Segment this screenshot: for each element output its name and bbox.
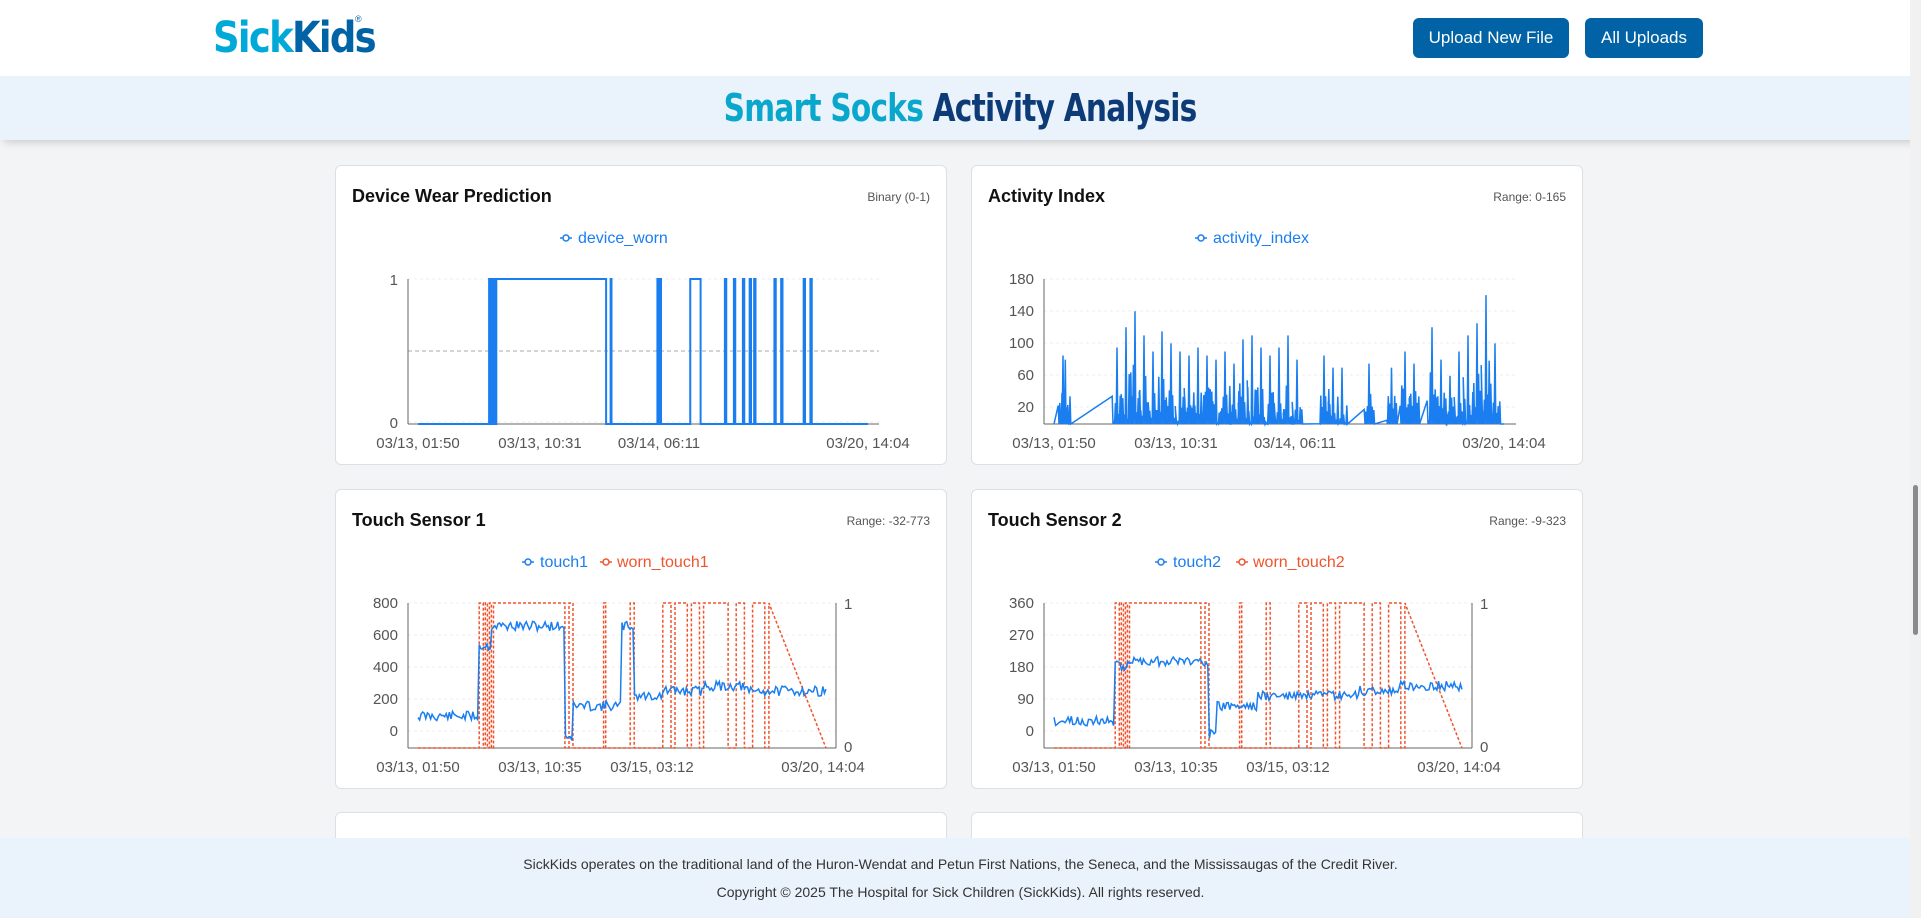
y-tick-label: 1 [390, 272, 398, 289]
card-title: Activity Index [988, 186, 1106, 206]
legend-label: device_worn [578, 230, 668, 247]
legend-label: worn_touch2 [1252, 554, 1345, 571]
legend-dot-icon [1157, 558, 1165, 566]
x-tick-label: 03/20, 14:04 [781, 759, 864, 776]
touch-sensor-2-card: Touch Sensor 2 Range: -9-323 touch2 worn… [971, 489, 1583, 789]
touch2-series-line [1053, 655, 1463, 739]
footer: SickKids operates on the traditional lan… [0, 838, 1921, 918]
all-uploads-button[interactable]: All Uploads [1585, 18, 1703, 58]
touch-sensor-1-chart: touch1 worn_touch1 0 200 400 600 800 0 1… [373, 554, 865, 776]
land-acknowledgement: SickKids operates on the traditional lan… [523, 856, 1398, 872]
x-tick-label: 03/13, 10:35 [498, 759, 581, 776]
legend-label: worn_touch1 [616, 554, 709, 571]
chart-legend[interactable]: activity_index [1195, 230, 1309, 247]
range-label: Range: 0-165 [1493, 190, 1566, 204]
legend-dot-icon [1197, 234, 1205, 242]
y2-tick-label: 0 [1480, 739, 1488, 756]
sickkids-logo[interactable]: SickKids ® [213, 12, 377, 64]
worn-touch1-series-line [418, 602, 827, 749]
y-tick-label: 600 [373, 627, 398, 644]
page-title-bar: Smart Socks Activity Analysis [0, 76, 1921, 140]
y-tick-label: 180 [1009, 271, 1034, 288]
top-navbar: SickKids ® Upload New File All Uploads [0, 0, 1921, 76]
scrollbar-thumb[interactable] [1913, 485, 1918, 635]
legend-label: touch2 [1173, 554, 1221, 571]
y2-tick-label: 0 [844, 739, 852, 756]
x-tick-label: 03/13, 01:50 [376, 759, 459, 776]
worn-touch2-series-line [1054, 602, 1463, 749]
y2-tick-label: 1 [844, 596, 852, 613]
card-title: Touch Sensor 1 [352, 510, 486, 530]
y-tick-label: 140 [1009, 303, 1034, 320]
gridlines [408, 278, 879, 423]
x-tick-label: 03/13, 10:35 [1134, 759, 1217, 776]
y-tick-label: 0 [1026, 723, 1034, 740]
page-title-highlight: Smart Socks [724, 86, 924, 130]
y2-tick-label: 1 [1480, 596, 1488, 613]
scrollbar-track[interactable] [1910, 0, 1921, 918]
page-title-main: Activity Analysis [933, 86, 1198, 130]
y-tick-label: 0 [390, 415, 398, 432]
x-tick-label: 03/14, 06:11 [618, 435, 700, 452]
x-tick-label: 03/13, 10:31 [498, 435, 581, 452]
device-worn-series-line [418, 278, 868, 425]
x-tick-label: 03/13, 01:50 [1012, 435, 1095, 452]
y-tick-label: 200 [373, 691, 398, 708]
range-label: Binary (0-1) [867, 190, 930, 204]
logo-part-kids: Kids [291, 13, 377, 63]
legend-label: touch1 [540, 554, 588, 571]
y-tick-label: 100 [1009, 335, 1034, 352]
legend-dot-icon [524, 558, 532, 566]
registered-mark: ® [355, 14, 362, 24]
touch-sensor-2-chart: touch2 worn_touch2 0 90 180 270 360 0 1 … [1009, 554, 1501, 776]
touch-sensor-1-card: Touch Sensor 1 Range: -32-773 touch1 wor… [335, 489, 947, 789]
x-tick-label: 03/20, 14:04 [826, 435, 909, 452]
x-tick-label: 03/13, 01:50 [1012, 759, 1095, 776]
y-tick-label: 20 [1017, 399, 1034, 416]
page-title: Smart Socks Activity Analysis [724, 76, 1198, 140]
x-tick-label: 03/20, 14:04 [1462, 435, 1545, 452]
activity-index-card: Activity Index Range: 0-165 activity_ind… [971, 165, 1583, 465]
chart-legend[interactable]: device_worn [560, 230, 668, 247]
touch1-series-line [417, 619, 827, 741]
gridlines [1044, 602, 1472, 732]
x-tick-label: 03/15, 03:12 [1246, 759, 1329, 776]
device-wear-chart: device_worn 0 1 03/13, 01:50 03/13, 10:3… [376, 230, 909, 452]
activity-index-chart: activity_index 20 60 100 140 180 03/13, … [1009, 230, 1546, 452]
y-tick-label: 60 [1017, 367, 1034, 384]
x-tick-label: 03/20, 14:04 [1417, 759, 1500, 776]
chart-legend[interactable]: touch2 worn_touch2 [1155, 554, 1345, 571]
y-tick-label: 270 [1009, 627, 1034, 644]
x-tick-label: 03/14, 06:11 [1254, 435, 1336, 452]
range-label: Range: -32-773 [846, 514, 930, 528]
x-tick-label: 03/13, 10:31 [1134, 435, 1217, 452]
device-wear-card: Device Wear Prediction Binary (0-1) devi… [335, 165, 947, 465]
legend-dot-icon [602, 558, 610, 566]
y-tick-label: 90 [1017, 691, 1034, 708]
y-tick-label: 0 [390, 723, 398, 740]
y-tick-label: 360 [1009, 595, 1034, 612]
legend-dot-icon [1238, 558, 1246, 566]
card-title: Touch Sensor 2 [988, 510, 1122, 530]
y-tick-label: 400 [373, 659, 398, 676]
x-tick-label: 03/13, 01:50 [376, 435, 459, 452]
y-tick-label: 800 [373, 595, 398, 612]
x-tick-label: 03/15, 03:12 [610, 759, 693, 776]
copyright-text: Copyright © 2025 The Hospital for Sick C… [716, 884, 1205, 900]
activity-index-series-line [1053, 295, 1504, 427]
upload-new-file-button[interactable]: Upload New File [1413, 18, 1569, 58]
legend-label: activity_index [1213, 230, 1309, 247]
chart-legend[interactable]: touch1 worn_touch1 [522, 554, 709, 571]
logo-part-sick: Sick [213, 13, 294, 63]
legend-dot-icon [562, 234, 570, 242]
y-tick-label: 180 [1009, 659, 1034, 676]
range-label: Range: -9-323 [1489, 514, 1566, 528]
card-title: Device Wear Prediction [352, 186, 552, 206]
